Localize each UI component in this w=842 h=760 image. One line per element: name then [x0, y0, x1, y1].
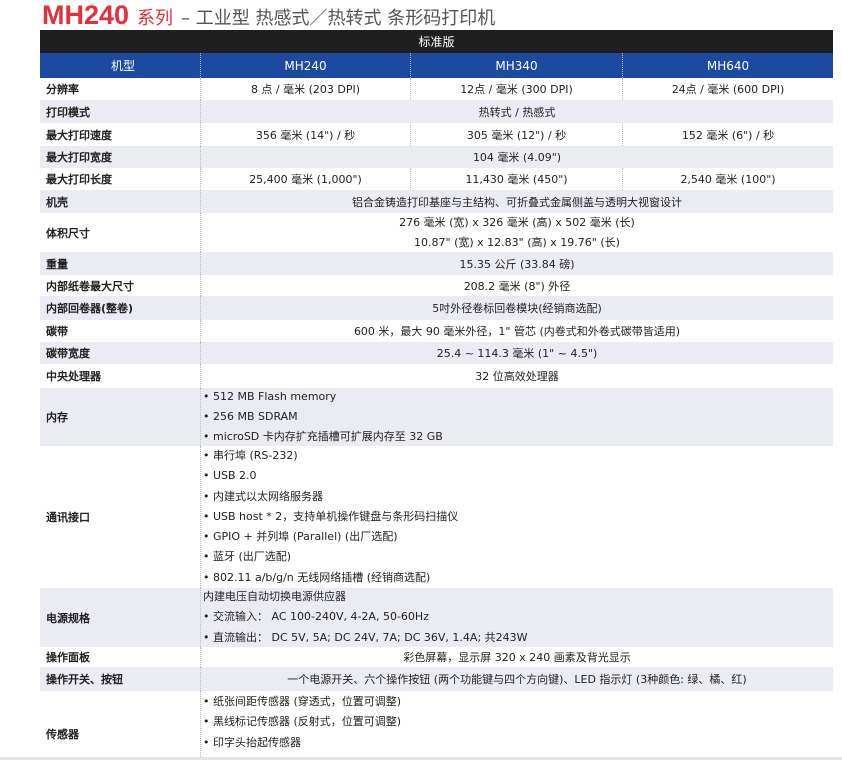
cell-value: 一个电源开关、六个操作按钮 (两个功能键与四个方向键)、LED 指示灯 (3种颜… [200, 667, 833, 691]
cell-list: • 512 MB Flash memory • 256 MB SDRAM • m… [200, 388, 833, 446]
row-label: 分辨率 [46, 83, 79, 96]
list-item: • USB 2.0 [203, 469, 257, 483]
cell-value: 32 位高效处理器 [200, 364, 833, 388]
dimension-imperial: 10.87" (宽) x 12.83" (高) x 19.76" (长) [414, 235, 620, 249]
cell-value: 5吋外径卷标回卷模块(经销商选配) [200, 296, 833, 320]
cell-value: 2,540 毫米 (100") [622, 168, 833, 190]
model-header-row: 机型 MH240 MH340 MH640 [40, 53, 833, 78]
list-item: • 512 MB Flash memory [203, 389, 337, 403]
dimension-metric: 276 毫米 (宽) x 326 毫米 (高) x 502 毫米 (长) [399, 215, 635, 229]
title-description: – 工业型 热感式／热转式 条形码打印机 [181, 8, 496, 29]
cell-value: 356 毫米 (14") / 秒 [200, 123, 410, 146]
row-max-speed: 最大打印速度 356 毫米 (14") / 秒 305 毫米 (12") / 秒… [40, 123, 833, 146]
row-label: 体积尺寸 [46, 226, 90, 240]
row-label: 重量 [46, 257, 68, 271]
cell-value: 12点 / 毫米 (300 DPI) [410, 78, 622, 100]
row-cpu: 中央处理器 32 位高效处理器 [40, 364, 833, 388]
row-label: 内存 [46, 411, 68, 424]
row-label: 操作面板 [46, 651, 90, 664]
row-label: 机壳 [46, 195, 68, 209]
document-title: MH240 系列 – 工业型 热感式／热转式 条形码打印机 [42, 0, 495, 30]
row-label: 打印模式 [46, 105, 90, 119]
row-label: 碳带宽度 [46, 347, 90, 360]
title-model: MH240 [42, 0, 130, 30]
list-item: • 802.11 a/b/g/n 无线网络插槽 (经销商选配) [203, 570, 431, 584]
edition-header: 标准版 [40, 30, 833, 53]
cell-value: 25.4 ~ 114.3 毫米 (1" ~ 4.5") [200, 342, 833, 364]
list-item: • 串行埠 (RS-232) [203, 448, 298, 462]
row-label: 传感器 [46, 728, 79, 741]
row-label: 内部纸卷最大尺寸 [46, 279, 134, 293]
cell-value: 11,430 毫米 (450") [410, 168, 622, 190]
cell-value: 25,400 毫米 (1,000") [200, 168, 410, 190]
cell-value: 8 点 / 毫米 (203 DPI) [200, 78, 410, 100]
row-label: 通讯接口 [46, 511, 90, 524]
row-max-length: 最大打印长度 25,400 毫米 (1,000") 11,430 毫米 (450… [40, 168, 833, 190]
row-panel: 操作面板 彩色屏幕，显示屏 320 x 240 画素及背光显示 [40, 647, 833, 667]
cell-value: 152 毫米 (6") / 秒 [622, 123, 833, 146]
row-dimensions: 体积尺寸 276 毫米 (宽) x 326 毫米 (高) x 502 毫米 (长… [40, 213, 833, 252]
header-model: MH340 [410, 53, 622, 78]
row-memory: 内存 • 512 MB Flash memory • 256 MB SDRAM … [40, 388, 833, 446]
cell-value: 铝合金铸造打印基座与主结构、可折叠式金属侧盖与透明大视窗设计 [200, 190, 833, 213]
list-item: • 黑线标记传感器 (反射式，位置可调整) [203, 715, 402, 729]
row-ribbon-width: 碳带宽度 25.4 ~ 114.3 毫米 (1" ~ 4.5") [40, 342, 833, 364]
list-item: • 印字头抬起传感器 [203, 735, 301, 749]
cell-value: 305 毫米 (12") / 秒 [410, 123, 622, 146]
row-label: 最大打印长度 [46, 173, 112, 186]
list-item: 内建电压自动切换电源供应器 [203, 590, 346, 604]
cell-value: 15.35 公斤 (33.84 磅) [200, 252, 833, 275]
list-item: • GPIO + 并列埠 (Parallel) (出厂选配) [203, 530, 398, 544]
row-roll: 内部纸卷最大尺寸 208.2 毫米 (8") 外径 [40, 275, 833, 296]
cell-list: • 纸张间距传感器 (穿透式，位置可调整) • 黑线标记传感器 (反射式，位置可… [200, 691, 833, 757]
cell-value: 600 米，最大 90 毫米外径，1" 管芯 (内卷式和外卷式碳带皆适用) [200, 320, 833, 342]
list-item: • 纸张间距传感器 (穿透式，位置可调整) [203, 695, 402, 708]
cell-value: 彩色屏幕，显示屏 320 x 240 画素及背光显示 [200, 647, 833, 667]
row-label: 内部回卷器(整卷) [46, 302, 134, 315]
row-print-mode: 打印模式 热转式 / 热感式 [40, 100, 833, 123]
cell-value: 276 毫米 (宽) x 326 毫米 (高) x 502 毫米 (长) 10.… [200, 213, 833, 252]
row-label: 中央处理器 [46, 370, 101, 383]
cell-value: 24点 / 毫米 (600 DPI) [622, 78, 833, 100]
row-power: 电源规格 内建电压自动切换电源供应器 • 交流输入： AC 100-240V, … [40, 588, 833, 647]
row-weight: 重量 15.35 公斤 (33.84 磅) [40, 252, 833, 275]
row-label: 操作开关、按钮 [46, 673, 123, 686]
header-model: MH240 [200, 53, 410, 78]
list-item: • microSD 卡内存扩充插槽可扩展内存至 32 GB [203, 430, 443, 444]
row-housing: 机壳 铝合金铸造打印基座与主结构、可折叠式金属侧盖与透明大视窗设计 [40, 190, 833, 213]
row-max-width: 最大打印宽度 104 毫米 (4.09") [40, 146, 833, 168]
header-model: MH640 [622, 53, 833, 78]
spec-table: 标准版 机型 MH240 MH340 MH640 分辨率 8 点 / 毫米 (2… [40, 30, 833, 757]
list-item: • 直流输出： DC 5V, 5A; DC 24V, 7A; DC 36V, 1… [203, 630, 528, 644]
row-interfaces: 通讯接口 • 串行埠 (RS-232) • USB 2.0 • 内建式以太网络服… [40, 446, 833, 588]
row-resolution: 分辨率 8 点 / 毫米 (203 DPI) 12点 / 毫米 (300 DPI… [40, 78, 833, 100]
row-label: 最大打印速度 [46, 128, 112, 142]
list-item: • 内建式以太网络服务器 [203, 489, 323, 503]
list-item: • USB host * 2，支持单机操作键盘与条形码扫描仪 [203, 509, 459, 523]
title-series: 系列 [137, 8, 174, 29]
list-item: • 交流输入： AC 100-240V, 4-2A, 50-60Hz [203, 610, 429, 624]
row-switches: 操作开关、按钮 一个电源开关、六个操作按钮 (两个功能键与四个方向键)、LED … [40, 667, 833, 691]
cell-value: 104 毫米 (4.09") [200, 146, 833, 168]
header-label: 机型 [110, 59, 135, 73]
list-item: • 蓝牙 (出厂选配) [203, 550, 292, 564]
cell-value: 208.2 毫米 (8") 外径 [200, 275, 833, 296]
page-bottom-edge [0, 757, 842, 760]
row-label: 最大打印宽度 [46, 151, 112, 164]
cell-list: • 串行埠 (RS-232) • USB 2.0 • 内建式以太网络服务器 • … [200, 446, 833, 588]
list-item: • 256 MB SDRAM [203, 409, 298, 423]
row-label: 碳带 [46, 325, 68, 338]
row-ribbon: 碳带 600 米，最大 90 毫米外径，1" 管芯 (内卷式和外卷式碳带皆适用) [40, 320, 833, 342]
row-sensors: 传感器 • 纸张间距传感器 (穿透式，位置可调整) • 黑线标记传感器 (反射式… [40, 691, 833, 757]
cell-list: 内建电压自动切换电源供应器 • 交流输入： AC 100-240V, 4-2A,… [200, 588, 833, 647]
cell-value: 热转式 / 热感式 [200, 100, 833, 123]
row-rewinder: 内部回卷器(整卷) 5吋外径卷标回卷模块(经销商选配) [40, 296, 833, 320]
row-label: 电源规格 [46, 611, 90, 625]
